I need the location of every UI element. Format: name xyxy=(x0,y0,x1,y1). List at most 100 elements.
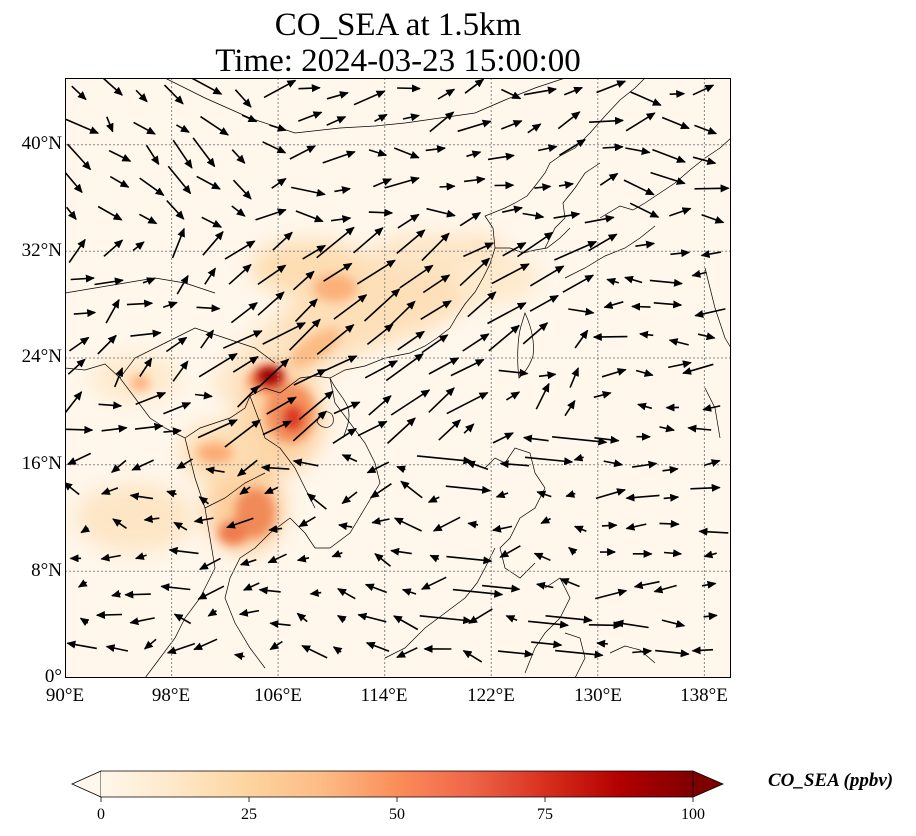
wind-arrow xyxy=(499,545,521,558)
wind-arrow xyxy=(189,78,223,95)
wind-arrow xyxy=(523,86,557,96)
wind-arrow xyxy=(289,145,317,160)
wind-arrow xyxy=(457,119,492,133)
wind-arrow xyxy=(535,581,554,590)
wind-arrow xyxy=(446,391,489,415)
wind-arrow xyxy=(175,124,190,133)
wind-arrow xyxy=(463,423,475,434)
wind-arrow xyxy=(584,214,615,224)
wind-arrow xyxy=(162,301,178,309)
wind-arrow xyxy=(204,267,216,285)
map-frame xyxy=(65,78,731,678)
wind-arrow xyxy=(101,424,128,433)
wind-arrow xyxy=(366,323,394,346)
wind-arrow xyxy=(371,517,390,525)
wind-arrow xyxy=(631,460,658,469)
wind-arrow xyxy=(562,274,595,293)
wind-arrow xyxy=(701,214,725,224)
wind-arrow xyxy=(464,78,485,94)
wind-arrow xyxy=(527,123,542,134)
wind-arrow xyxy=(538,371,557,380)
wind-arrow xyxy=(697,332,716,341)
wind-arrow xyxy=(393,615,419,631)
wind-arrow xyxy=(106,116,114,133)
wind-arrow xyxy=(160,583,191,592)
wind-arrow xyxy=(108,149,132,162)
wind-arrow xyxy=(535,382,550,410)
wind-arrow xyxy=(334,186,351,195)
wind-arrow xyxy=(197,419,238,439)
lon-tick-98e: 98°E xyxy=(151,685,191,706)
wind-arrow xyxy=(524,456,574,466)
colorbar-tick-75: 75 xyxy=(537,806,553,823)
wind-arrow xyxy=(336,615,347,624)
wind-arrow xyxy=(487,302,527,325)
wind-arrow xyxy=(633,580,660,590)
wind-arrow xyxy=(573,453,584,462)
map-subtitle-time: Time: 2024-03-23 15:00:00 xyxy=(215,43,581,79)
wind-arrow xyxy=(452,588,504,598)
wind-arrow xyxy=(296,554,310,563)
wind-arrow xyxy=(691,269,707,278)
wind-arrow xyxy=(368,395,392,416)
wind-arrow xyxy=(399,264,434,289)
wind-arrow xyxy=(564,86,584,96)
wind-arrow xyxy=(291,186,326,197)
wind-arrow xyxy=(468,608,493,624)
wind-arrow xyxy=(323,262,353,282)
wind-arrow xyxy=(538,144,558,153)
wind-arrow xyxy=(531,640,563,649)
wind-arrow xyxy=(368,208,394,217)
wind-arrow xyxy=(135,391,167,406)
wind-arrow xyxy=(66,143,92,171)
wind-arrow xyxy=(357,420,388,437)
wind-arrow xyxy=(568,546,578,556)
wind-arrow xyxy=(271,177,287,189)
wind-arrow xyxy=(103,239,124,257)
wind-arrow xyxy=(322,150,356,164)
wind-arrow xyxy=(400,480,423,499)
wind-arrow xyxy=(593,391,612,399)
wind-arrow xyxy=(295,210,324,223)
wind-arrow xyxy=(77,579,88,588)
wind-arrow xyxy=(629,202,660,218)
wind-arrow xyxy=(302,244,327,260)
wind-arrow xyxy=(652,148,686,163)
wind-arrow xyxy=(239,558,257,567)
wind-arrow xyxy=(269,620,291,629)
wind-arrow xyxy=(111,589,121,598)
wind-arrow xyxy=(232,356,259,373)
wind-arrow xyxy=(341,454,358,463)
wind-arrow xyxy=(65,118,100,134)
wind-arrow xyxy=(369,483,392,499)
wind-arrow xyxy=(429,111,455,133)
wind-arrow xyxy=(139,177,165,196)
wind-arrow xyxy=(703,550,717,559)
wind-arrow xyxy=(594,435,620,444)
wind-arrow xyxy=(606,277,620,286)
wind-arrow xyxy=(402,113,420,122)
wind-arrow xyxy=(397,330,425,351)
wind-arrow xyxy=(595,588,628,600)
wind-arrow xyxy=(565,490,576,498)
wind-arrow xyxy=(682,363,714,375)
wind-arrow xyxy=(624,275,643,284)
wind-arrow xyxy=(522,211,545,220)
wind-arrow xyxy=(466,150,482,159)
wind-arrow xyxy=(557,111,581,130)
wind-arrow xyxy=(429,554,440,563)
wind-arrow xyxy=(698,527,729,536)
wind-arrow xyxy=(522,434,549,443)
wind-arrow xyxy=(691,646,714,655)
wind-arrow xyxy=(200,115,229,136)
wind-arrow xyxy=(105,298,120,324)
wind-arrow xyxy=(445,485,492,494)
wind-arrow xyxy=(637,402,653,411)
wind-arrow xyxy=(419,615,473,625)
wind-arrow xyxy=(528,620,569,629)
wind-arrow xyxy=(326,116,347,126)
wind-arrow xyxy=(207,608,218,617)
wind-arrow xyxy=(205,466,225,475)
wind-arrow xyxy=(703,459,721,467)
wind-arrow xyxy=(233,652,245,661)
